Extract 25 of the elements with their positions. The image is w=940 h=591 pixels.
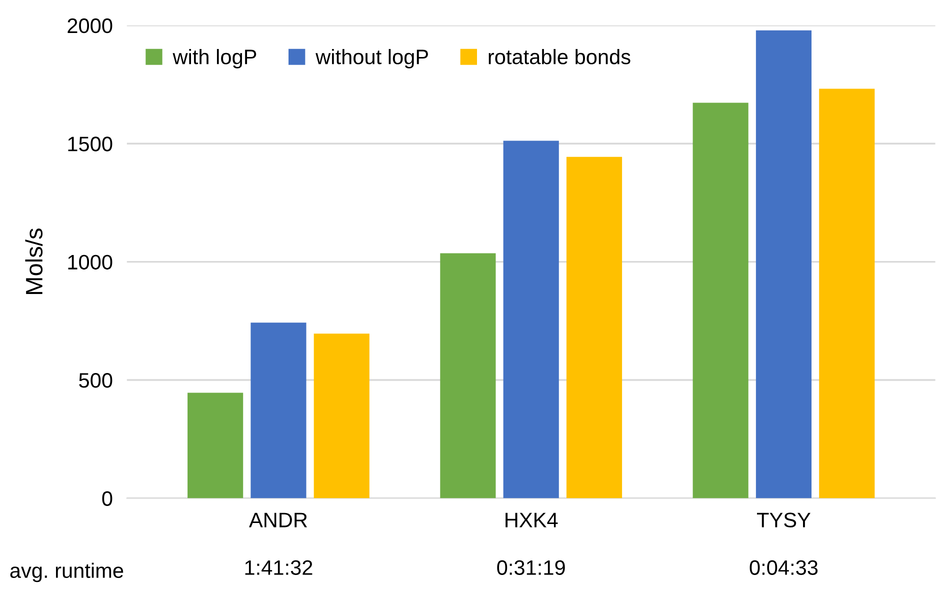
legend-label: without logP: [316, 49, 428, 68]
y-tick-label: 0: [102, 491, 112, 506]
text: avg. runtime: [10, 562, 124, 582]
bar: [819, 88, 875, 498]
x-tick-label: ANDR: [249, 512, 308, 528]
bar: [756, 30, 812, 498]
y-tick-label: 1500: [68, 136, 112, 152]
bar: [692, 102, 748, 498]
bar: [503, 140, 559, 498]
y-tick-label: 500: [79, 373, 112, 388]
bar: [314, 334, 370, 498]
bar: [566, 156, 622, 498]
legend-label: rotatable bonds: [488, 49, 630, 64]
bar: [188, 392, 244, 498]
text: 1:41:32: [245, 560, 312, 575]
text: 0:04:33: [750, 560, 818, 575]
x-tick-label: TYSY: [756, 512, 810, 528]
y-tick-label: 1000: [68, 254, 112, 270]
bar: [250, 322, 306, 498]
legend-label: with logP: [172, 49, 256, 68]
bar: [440, 253, 496, 498]
y-tick-label: 2000: [68, 18, 112, 34]
text: 0:31:19: [497, 560, 565, 575]
x-tick-label: HXK4: [506, 512, 558, 528]
y-axis-title: Mols/s: [25, 228, 43, 294]
